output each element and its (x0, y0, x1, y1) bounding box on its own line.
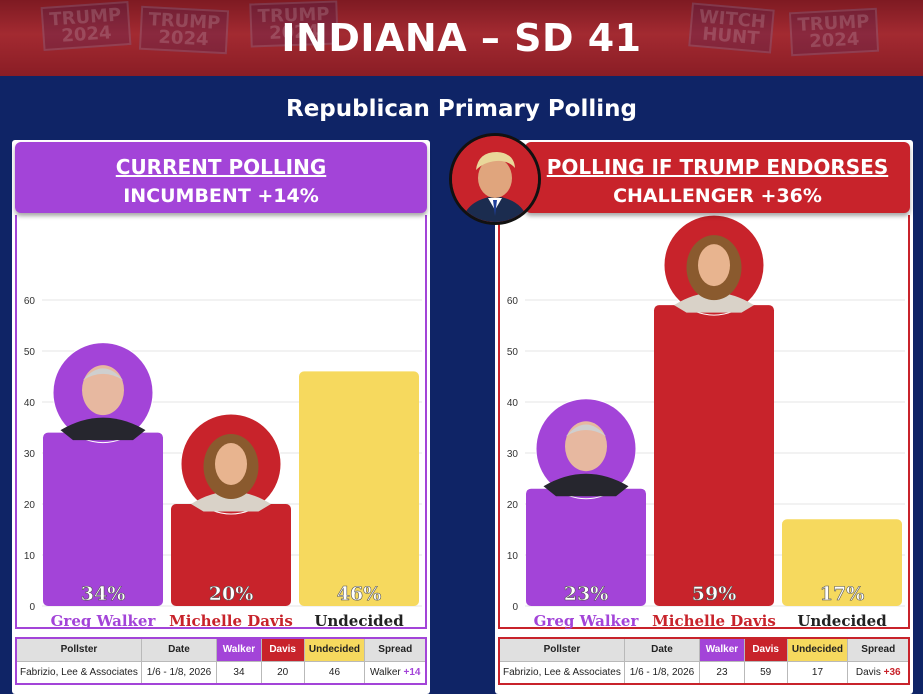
y-tick-label: 40 (24, 398, 36, 409)
y-tick-label: 50 (24, 347, 36, 358)
table-header: Pollster (15, 637, 142, 662)
table-header: Walker (699, 637, 745, 662)
trump-endorses-chart: 0 10 20 30 40 50 60 23% Greg Walker 59% Michelle D… (507, 214, 905, 630)
table-header: Spread (847, 637, 910, 662)
y-tick-label: 0 (512, 602, 518, 613)
davis-portrait-icon (663, 214, 765, 316)
y-tick-label: 10 (507, 551, 519, 562)
table-header-row: Pollster Date Walker Davis Undecided Spr… (498, 637, 910, 662)
header-title: CURRENT POLLING (115, 155, 327, 179)
bar-michelle-davis (654, 305, 774, 606)
table-cell-davis: 20 (260, 660, 305, 685)
y-tick-label: 30 (507, 449, 519, 460)
page-subtitle: Republican Primary Polling (286, 96, 637, 122)
table-header: Undecided (303, 637, 366, 662)
table-header: Davis (743, 637, 788, 662)
chart-frame (498, 215, 910, 629)
bar-value-label: 46% (337, 583, 382, 605)
y-tick-label: 10 (24, 551, 36, 562)
y-tick-label: 20 (24, 500, 36, 511)
bar-greg-walker (43, 432, 163, 606)
header-title: POLLING IF TRUMP ENDORSES (546, 155, 889, 179)
spread-value: +14 (403, 666, 421, 678)
table-header-row: Pollster Date Walker Davis Undecided Spr… (15, 637, 427, 662)
table-header: Spread (364, 637, 427, 662)
header-margin: CHALLENGER +36% (613, 185, 822, 207)
category-label: Greg Walker (51, 612, 157, 630)
bar-greg-walker (526, 488, 646, 606)
trump-endorses-panel: 0 10 20 30 40 50 60 23% Greg Walker 59% Michelle D… (495, 140, 913, 694)
walker-portrait-icon (52, 342, 154, 444)
bar-value-label: 20% (209, 583, 254, 605)
trump-endorses-header: POLLING IF TRUMP ENDORSES CHALLENGER +36… (525, 142, 910, 213)
page-title: INDIANA – SD 41 (281, 16, 642, 60)
trump-portrait-icon (449, 133, 541, 225)
y-tick-label: 40 (507, 398, 519, 409)
category-label: Undecided (797, 612, 887, 630)
current-polling-chart: 0 10 20 30 40 50 60 34% Greg Walker 20% Michelle D… (24, 296, 422, 630)
table-header: Pollster (498, 637, 625, 662)
table-row: Fabrizio, Lee & Associates 1/6 - 1/8, 20… (498, 660, 910, 685)
category-label: Michelle Davis (169, 612, 293, 630)
spread-value: +36 (883, 666, 901, 678)
table-header: Date (623, 637, 701, 662)
current-polling-header: CURRENT POLLING INCUMBENT +14% (15, 142, 427, 213)
spread-name: Walker (369, 666, 401, 678)
table-header: Walker (216, 637, 262, 662)
bar-value-label: 59% (692, 583, 737, 605)
y-tick-label: 30 (24, 449, 36, 460)
y-tick-label: 0 (29, 602, 35, 613)
chart-frame (15, 215, 427, 629)
category-label: Greg Walker (534, 612, 640, 630)
bar-michelle-davis (171, 504, 291, 606)
table-header: Date (140, 637, 218, 662)
y-tick-label: 60 (507, 296, 519, 307)
table-cell-date: 1/6 - 1/8, 2026 (140, 660, 218, 685)
table-cell-date: 1/6 - 1/8, 2026 (623, 660, 701, 685)
table-cell-walker: 23 (699, 660, 745, 685)
header-margin: INCUMBENT +14% (123, 185, 319, 207)
table-header: Undecided (786, 637, 849, 662)
table-cell-walker: 34 (216, 660, 262, 685)
bar-value-label: 34% (81, 583, 126, 605)
category-label: Undecided (314, 612, 404, 630)
poll-table: Pollster Date Walker Davis Undecided Spr… (498, 637, 910, 685)
bar-undecided (299, 371, 419, 606)
table-cell-davis: 59 (743, 660, 788, 685)
y-tick-label: 20 (507, 500, 519, 511)
poll-table: Pollster Date Walker Davis Undecided Spr… (15, 637, 427, 685)
table-cell-spread: Walker +14 (364, 660, 427, 685)
table-cell-pollster: Fabrizio, Lee & Associates (15, 660, 142, 685)
category-label: Michelle Davis (652, 612, 776, 630)
bar-value-label: 23% (564, 583, 609, 605)
spread-name: Davis (855, 666, 881, 678)
bar-value-label: 17% (820, 583, 865, 605)
table-cell-pollster: Fabrizio, Lee & Associates (498, 660, 625, 685)
davis-portrait-icon (180, 413, 282, 515)
table-cell-undecided: 46 (303, 660, 366, 685)
table-header: Davis (260, 637, 305, 662)
current-polling-panel: 0 10 20 30 40 50 60 34% Greg Walker 20% Michelle D… (12, 140, 430, 694)
y-tick-label: 60 (24, 296, 36, 307)
walker-portrait-icon (535, 398, 637, 500)
table-cell-undecided: 17 (786, 660, 849, 685)
table-row: Fabrizio, Lee & Associates 1/6 - 1/8, 20… (15, 660, 427, 685)
y-tick-label: 50 (507, 347, 519, 358)
header-banner: TRUMP 2024 TRUMP 2024 TRUMP 2024 WITCH H… (0, 0, 923, 76)
table-cell-spread: Davis +36 (847, 660, 910, 685)
bar-undecided (782, 519, 902, 606)
